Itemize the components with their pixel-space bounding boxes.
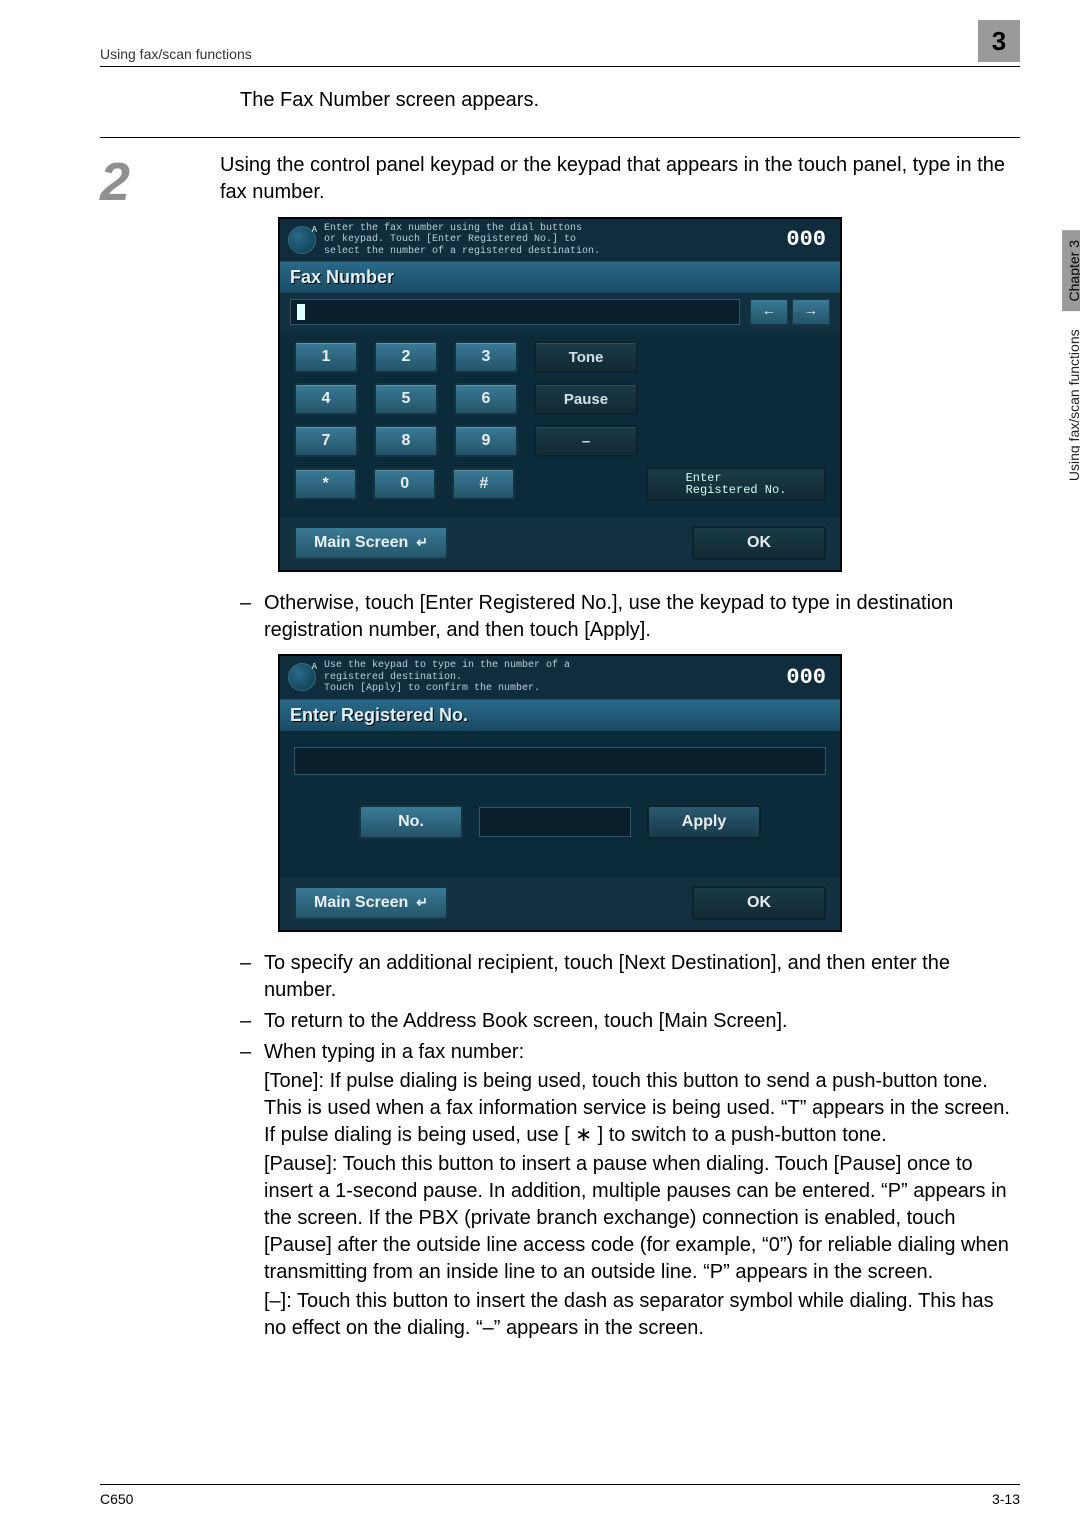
no-label: No. [359, 805, 463, 839]
dash-button[interactable]: – [534, 425, 638, 457]
side-label: Using fax/scan functions Chapter 3 [1062, 230, 1080, 481]
main-screen-label-2: Main Screen [314, 894, 408, 912]
main-screen-label: Main Screen [314, 534, 408, 552]
ok-button-2[interactable]: OK [692, 886, 826, 920]
fax-number-screen: Enter the fax number using the dial butt… [278, 217, 842, 573]
number-display-row: ← → [280, 293, 840, 331]
screen-header-2: Use the keypad to type in the number of … [280, 656, 840, 700]
key-1[interactable]: 1 [294, 341, 358, 373]
key-7[interactable]: 7 [294, 425, 358, 457]
key-2[interactable]: 2 [374, 341, 438, 373]
bullet-typing-lead-text: When typing in a fax number: [264, 1041, 524, 1063]
intro-text: The Fax Number screen appears. [240, 89, 1020, 112]
page-footer: C650 3-13 [100, 1484, 1020, 1507]
arrow-right-button[interactable]: → [792, 299, 830, 325]
enter-registered-no-screen: Use the keypad to type in the number of … [278, 654, 842, 932]
main-screen-button-2[interactable]: Main Screen [294, 886, 448, 920]
step-2: 2 Using the control panel keypad or the … [100, 152, 1020, 207]
side-chapter-box: Chapter 3 [1062, 230, 1080, 311]
bullet-otherwise: Otherwise, touch [Enter Registered No.],… [240, 590, 1020, 644]
enter-registered-no-button[interactable]: Enter Registered No. [646, 467, 826, 501]
apply-button[interactable]: Apply [647, 805, 761, 839]
registered-no-field[interactable] [479, 807, 631, 837]
dash-explain: [–]: Touch this button to insert the das… [264, 1288, 1020, 1342]
return-icon [416, 894, 428, 912]
registered-no-display [294, 747, 826, 775]
number-entry-field[interactable] [290, 299, 740, 325]
side-section-text: Using fax/scan functions [1066, 329, 1080, 481]
key-6[interactable]: 6 [454, 383, 518, 415]
step-instruction: Using the control panel keypad or the ke… [220, 152, 1020, 207]
tone-explain: [Tone]: If pulse dialing is being used, … [264, 1068, 1020, 1149]
pause-button[interactable]: Pause [534, 383, 638, 415]
footer-model: C650 [100, 1491, 133, 1507]
header-section: Using fax/scan functions [100, 46, 252, 62]
tone-button[interactable]: Tone [534, 341, 638, 373]
key-4[interactable]: 4 [294, 383, 358, 415]
arrow-left-button[interactable]: ← [750, 299, 788, 325]
key-8[interactable]: 8 [374, 425, 438, 457]
language-icon[interactable] [288, 663, 316, 691]
main-screen-button[interactable]: Main Screen [294, 526, 448, 560]
screen-title: Fax Number [280, 262, 840, 293]
key-5[interactable]: 5 [374, 383, 438, 415]
key-hash[interactable]: # [452, 468, 515, 500]
key-star[interactable]: * [294, 468, 357, 500]
key-9[interactable]: 9 [454, 425, 518, 457]
pause-explain: [Pause]: Touch this button to insert a p… [264, 1151, 1020, 1286]
screen-instructions: Enter the fax number using the dial butt… [324, 223, 780, 258]
return-icon [416, 534, 428, 552]
screen-header: Enter the fax number using the dial butt… [280, 219, 840, 263]
bullet-next-destination: To specify an additional recipient, touc… [240, 950, 1020, 1004]
chapter-badge: 3 [978, 20, 1020, 62]
key-3[interactable]: 3 [454, 341, 518, 373]
key-0[interactable]: 0 [373, 468, 436, 500]
counter: 000 [780, 227, 832, 252]
screen-title-2: Enter Registered No. [280, 700, 840, 731]
screen-instructions-2: Use the keypad to type in the number of … [324, 660, 780, 695]
step-number: 2 [100, 152, 220, 207]
keypad: 1 2 3 Tone 4 5 6 Pause 7 8 9 – * [280, 331, 840, 517]
counter-2: 000 [780, 665, 832, 690]
bullet-typing-lead: When typing in a fax number: [Tone]: If … [240, 1039, 1020, 1342]
footer-page-number: 3-13 [992, 1491, 1020, 1507]
bullet-return-main: To return to the Address Book screen, to… [240, 1008, 1020, 1035]
ok-button[interactable]: OK [692, 526, 826, 560]
language-icon[interactable] [288, 226, 316, 254]
step-separator [100, 137, 1020, 138]
page-header: Using fax/scan functions 3 [100, 20, 1020, 67]
cursor-icon [297, 304, 305, 320]
